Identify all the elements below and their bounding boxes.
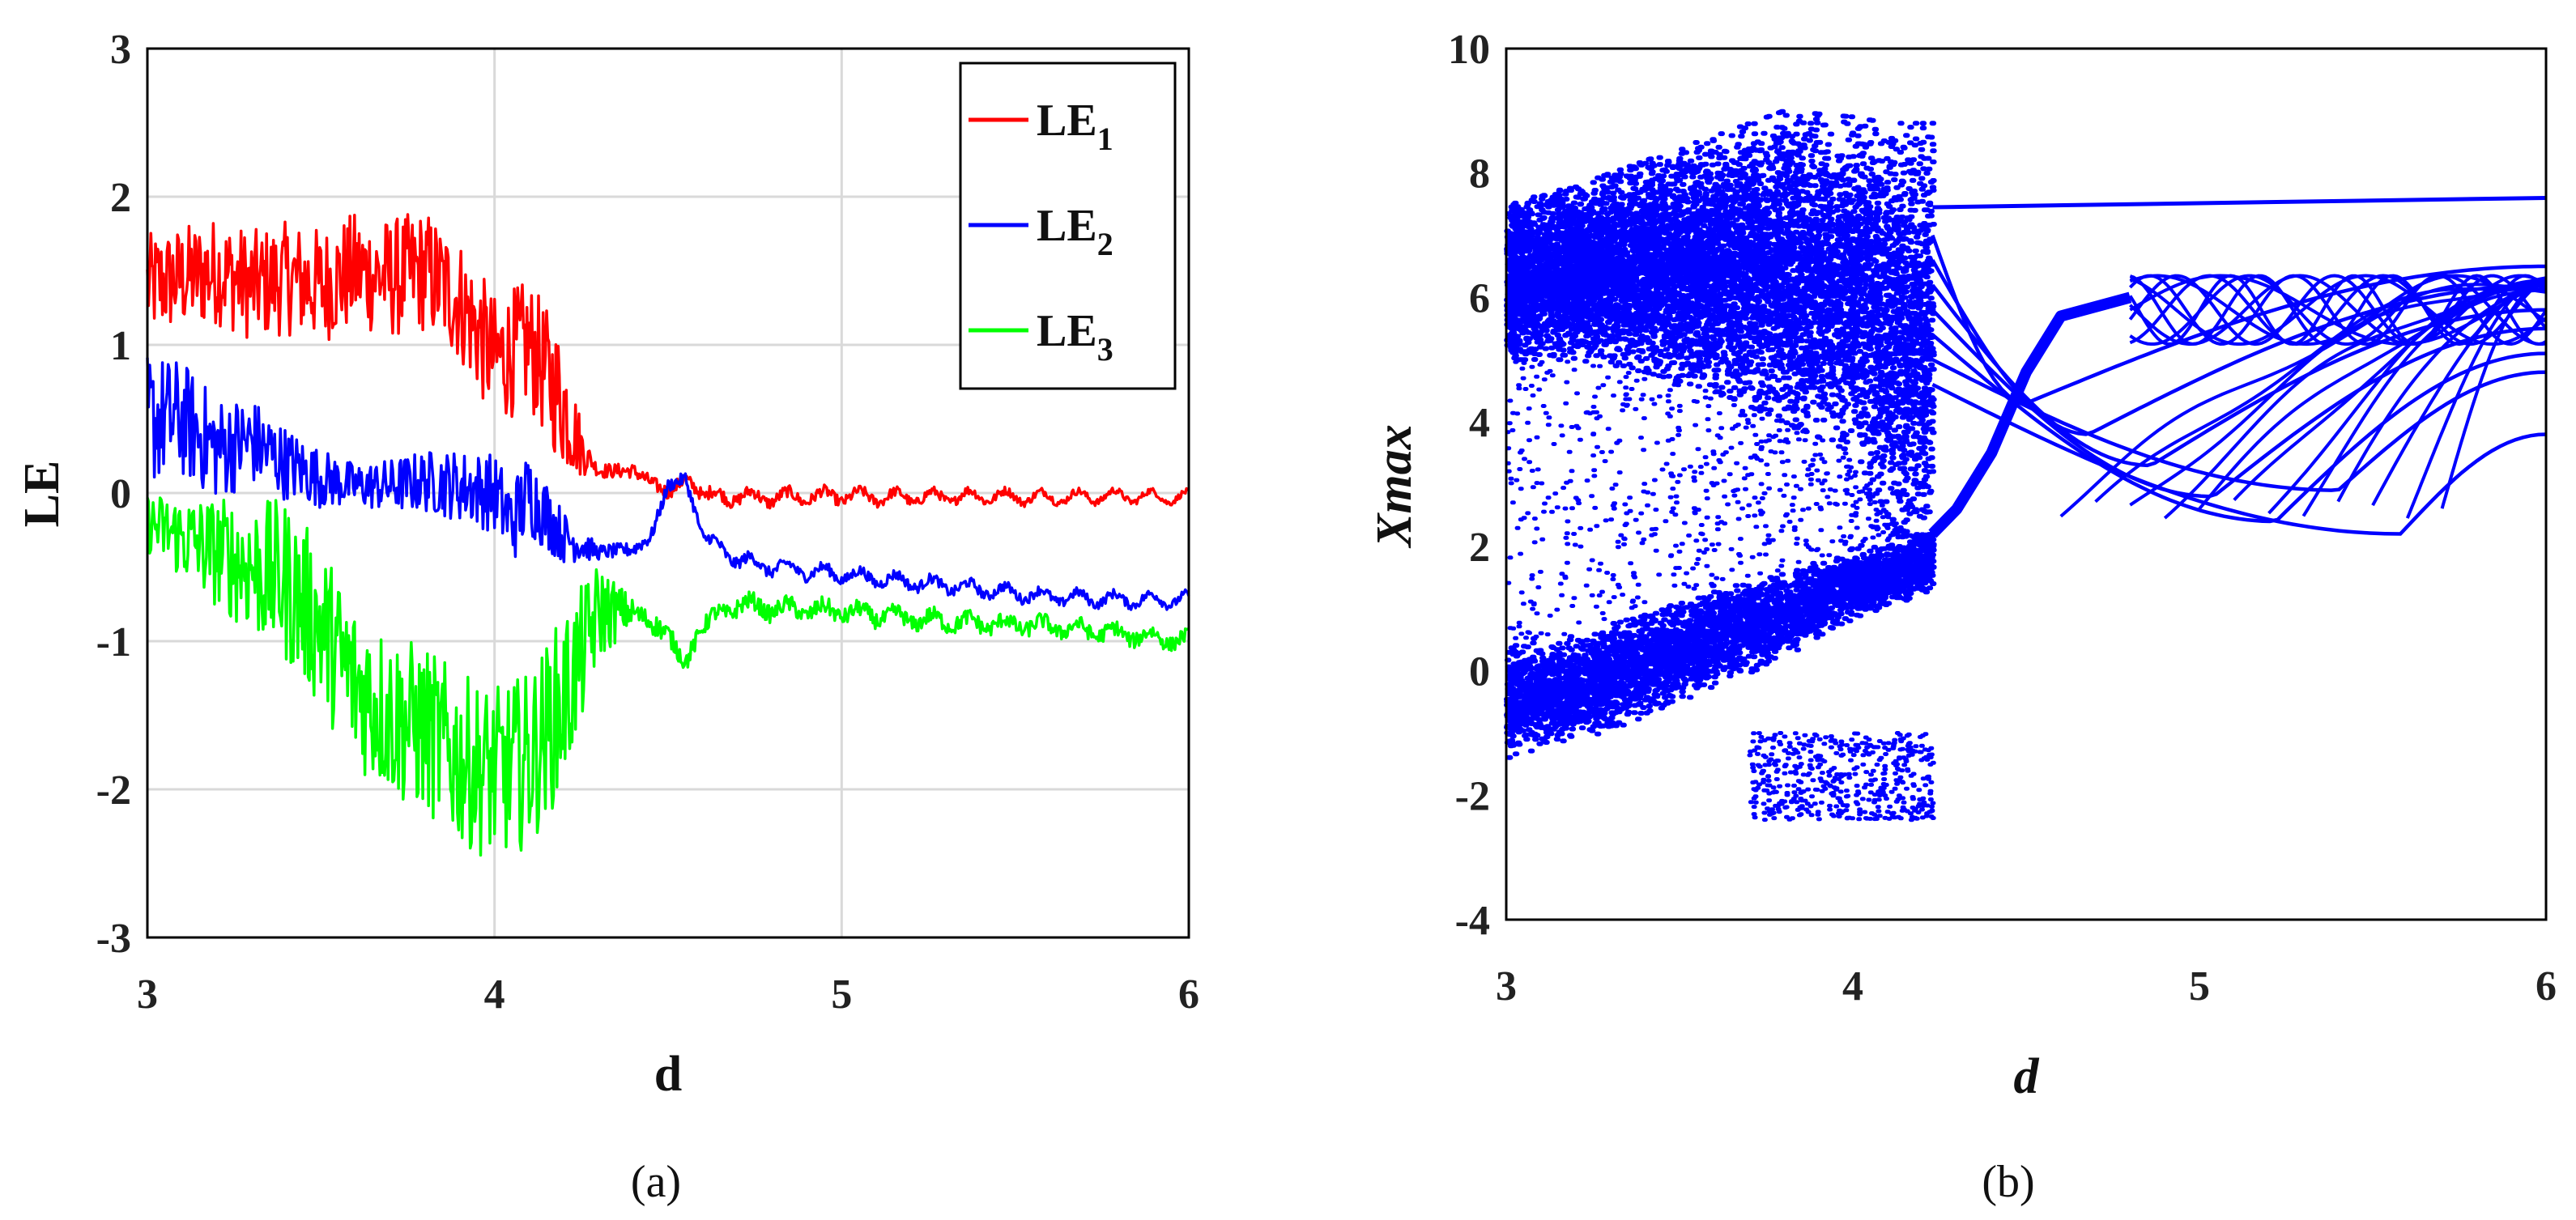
panel-b-fan-curve	[1931, 358, 2547, 492]
panel-b-upper-wave	[2128, 274, 2547, 346]
legend-label-le1: LE1	[1037, 96, 1113, 157]
panel-a-lyapunov-chart: 3 4 5 6 -3 -2 -1 0 1 2 3 d LE LE1 LE2 LE3 (a)	[15, 27, 1199, 1207]
panel-a-legend: LE1 LE2 LE3	[959, 62, 1177, 390]
panel-a-x-tick-label: 3	[137, 971, 158, 1018]
panel-b-bundle-curve	[2405, 277, 2547, 519]
panel-a-x-tick-label: 4	[484, 971, 505, 1018]
panel-a-y-tick-label: 3	[110, 27, 131, 73]
panel-a-y-tick-label: -3	[96, 916, 131, 962]
panel-b-fan-curve	[1931, 382, 2547, 536]
panel-a-series-le1	[146, 213, 1190, 510]
panel-b-y-tick-label: -2	[1455, 773, 1490, 819]
legend-label-le3: LE3	[1037, 306, 1113, 368]
panel-b-y-tick-label: 8	[1469, 151, 1490, 198]
panel-b-x-tick-label: 5	[2189, 963, 2210, 1010]
panel-a-y-tick-label: 2	[110, 175, 131, 221]
panel-b-x-axis-label: d	[2014, 1049, 2040, 1104]
panel-b-upper-wave	[2128, 274, 2548, 346]
panel-b-periodic-top-line	[1932, 195, 2547, 210]
panel-b-chaotic-upper-band	[1504, 108, 1937, 549]
panel-a-y-tick-label: -2	[96, 767, 131, 814]
panel-a-y-tick-label: 1	[110, 323, 131, 369]
panel-b-y-tick-label: 10	[1448, 27, 1490, 73]
panel-b-y-tick-label: 4	[1469, 400, 1490, 446]
panel-b-y-axis-label: Xmax	[1367, 424, 1422, 549]
panel-b-caption: (b)	[1982, 1157, 2034, 1207]
panel-b-x-tick-label: 3	[1496, 963, 1517, 1010]
panel-a-x-tick-label: 6	[1178, 971, 1199, 1018]
panel-b-periodic-rise	[1928, 291, 2132, 538]
panel-b-chaotic-sparse	[1505, 358, 1936, 640]
panel-a-tick-labels: 3 4 5 6 -3 -2 -1 0 1 2 3	[96, 27, 1199, 1018]
panel-b-y-tick-label: 6	[1469, 275, 1490, 321]
legend-label-le2: LE2	[1037, 201, 1113, 262]
panel-a-plot-frame	[146, 47, 1190, 939]
panel-a-y-tick-label: 0	[110, 471, 131, 517]
panel-b-bifurcation-chart: 3 4 5 6 -4 -2 0 2 4 6 8 10 d Xmax (b)	[1367, 27, 2557, 1207]
panel-b-upper-wave	[2129, 274, 2548, 346]
panel-b-upper-wave	[2128, 274, 2548, 346]
panel-b-fan-curve	[1931, 234, 2546, 406]
panel-b-data-group	[1504, 108, 2548, 823]
panel-b-y-tick-label: -4	[1455, 898, 1490, 944]
panel-a-x-tick-label: 5	[831, 971, 852, 1018]
panel-b-x-tick-label: 4	[1842, 963, 1863, 1010]
panel-a-caption: (a)	[631, 1157, 681, 1207]
panel-a-series-le3	[146, 496, 1190, 857]
panel-a-y-axis-label: LE	[15, 461, 70, 528]
panel-a-x-axis-label: d	[654, 1047, 682, 1102]
panel-b-y-tick-label: 2	[1469, 525, 1490, 571]
panel-a-y-tick-label: -1	[96, 619, 131, 665]
panel-b-x-tick-label: 6	[2536, 963, 2557, 1010]
panel-b-periodic-fan	[1931, 234, 2548, 536]
panel-b-tick-labels: 3 4 5 6 -4 -2 0 2 4 6 8 10	[1448, 27, 2557, 1010]
panel-a-series-le2	[146, 357, 1190, 611]
panel-b-plot-frame	[1505, 47, 2548, 921]
panel-b-y-tick-label: 0	[1469, 649, 1490, 695]
panel-a-series-group	[146, 213, 1190, 857]
panel-b-upper-wave	[2129, 274, 2548, 346]
panel-b-chaotic-lower-band	[1504, 534, 1937, 760]
panel-b-chaotic-low-cluster	[1747, 731, 1936, 823]
